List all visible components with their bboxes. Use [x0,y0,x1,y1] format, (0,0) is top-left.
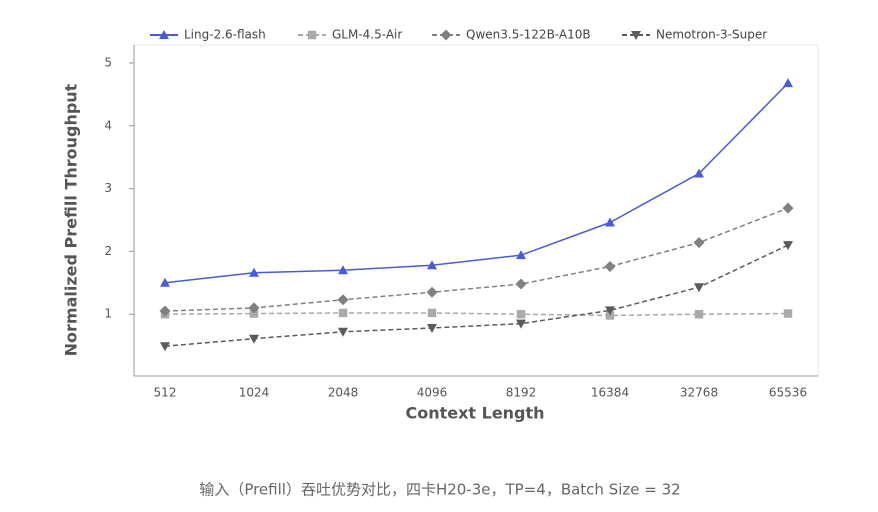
series-line [164,312,789,317]
point [249,309,259,318]
y-axis-title: Normalized Prefill Throughput [62,83,81,356]
point [426,286,438,298]
x-axis-title: Context Length [405,404,544,423]
y-tick-label: 5 [104,56,112,70]
point [783,241,793,251]
point [694,309,704,319]
legend-label: Nemotron-3-Super [656,28,767,42]
point [782,202,794,214]
y-tick-label: 3 [104,181,112,195]
legend-label: Qwen3.5-122B-A10B [466,28,591,42]
y-tick-label: 2 [104,244,112,258]
legend-label: Ling-2.6-flash [184,28,266,42]
y-tick-label: 4 [104,118,112,132]
point [160,277,170,287]
legend-marker [159,30,169,39]
point [427,260,437,270]
point [783,309,793,318]
legend-marker [440,29,452,41]
point [516,319,526,329]
point [160,342,170,352]
x-tick-label: 65536 [769,386,807,400]
point [604,260,616,272]
x-tick-label: 4096 [417,386,448,400]
x-tick-label: 2048 [328,386,359,400]
x-tick-label: 512 [154,386,177,400]
legend-marker [631,31,641,40]
point [694,168,704,178]
point [515,278,527,290]
x-tick-label: 16384 [591,386,629,400]
point [338,265,348,275]
legend-marker [307,30,317,40]
point [338,327,348,337]
point [427,308,437,318]
point [783,78,793,88]
point [605,311,615,320]
point [248,302,260,314]
point [516,309,526,319]
point [159,305,171,317]
x-tick-label: 1024 [239,386,270,400]
point [338,308,348,318]
point [694,283,704,293]
legend-label: GLM-4.5-Air [332,28,402,42]
point [249,267,259,277]
x-tick-label: 8192 [506,386,537,400]
series-line [164,207,789,312]
point [693,237,705,249]
point [516,250,526,260]
x-tick-label: 32768 [680,386,718,400]
point [337,294,349,306]
plot-frame [133,44,819,377]
caption: 输入（Prefill）吞吐优势对比，四卡H20-3e，TP=4，Batch Si… [199,481,680,499]
y-tick-label: 1 [104,307,112,321]
series-line [164,82,789,284]
point [427,324,437,334]
point [605,306,615,316]
point [249,334,259,344]
point [605,217,615,227]
series-line [164,244,789,347]
